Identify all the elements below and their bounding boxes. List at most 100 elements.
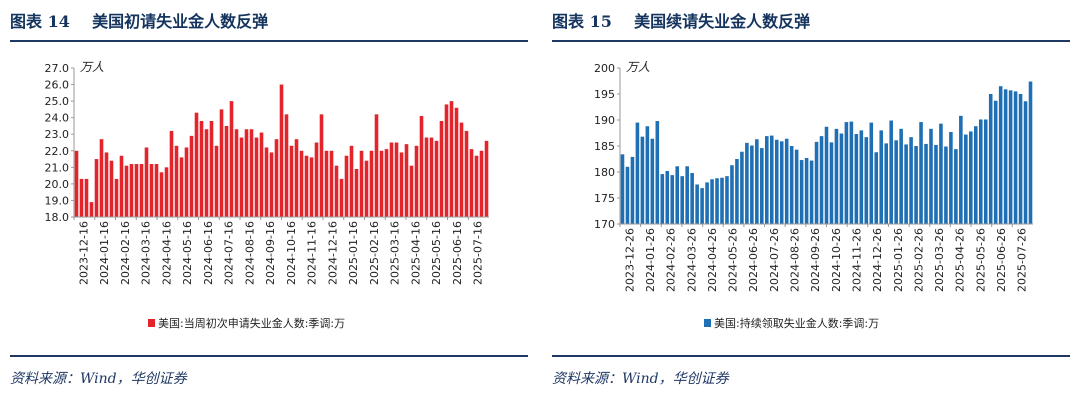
bar — [74, 150, 79, 217]
legend-swatch — [148, 319, 155, 327]
bar — [209, 120, 214, 217]
bar — [769, 135, 774, 224]
bar — [969, 131, 973, 224]
y-tick-label: 25.0 — [45, 95, 70, 108]
bar — [899, 128, 903, 224]
bar — [954, 149, 958, 224]
bar — [779, 141, 784, 224]
bar — [789, 146, 794, 224]
bar — [139, 164, 144, 217]
bar — [179, 157, 184, 217]
x-tick-label: 2024-06-26 — [747, 228, 760, 292]
bar — [1008, 90, 1013, 224]
bar — [720, 177, 724, 224]
bar — [79, 178, 84, 217]
bar — [354, 168, 359, 217]
bar — [690, 173, 694, 224]
bar — [374, 114, 379, 217]
bar — [839, 133, 844, 224]
bar — [109, 160, 114, 217]
bar — [869, 122, 874, 224]
x-tick-label: 2025-05-26 — [974, 228, 987, 292]
bar — [959, 115, 963, 224]
bar — [914, 146, 918, 224]
x-tick-label: 2024-01-26 — [644, 228, 657, 292]
x-tick-label: 2024-04-16 — [160, 221, 173, 285]
bar — [424, 137, 429, 217]
bar — [389, 142, 394, 217]
bar — [189, 135, 194, 217]
bar — [645, 126, 650, 224]
bar — [444, 104, 449, 217]
figure-title-text: 美国续请失业金人数反弹 — [634, 12, 811, 31]
bar — [829, 142, 834, 224]
x-tick-label: 2024-08-16 — [243, 221, 256, 285]
y-tick-label: 175 — [594, 192, 615, 205]
y-tick-label: 27.0 — [45, 62, 70, 75]
x-tick-label: 2025-02-26 — [912, 228, 925, 292]
bar — [309, 157, 314, 217]
figure-label: 图表 14 — [10, 12, 70, 31]
bar — [1018, 94, 1023, 224]
x-tick-label: 2024-10-16 — [285, 221, 298, 285]
bar — [993, 100, 998, 224]
bar — [1028, 81, 1033, 224]
bar — [884, 143, 889, 224]
bar — [834, 128, 839, 224]
bar — [199, 120, 204, 217]
bar — [254, 137, 259, 217]
source-note: 资料来源：Wind，华创证券 — [10, 371, 187, 387]
legend: 美国:持续领取失业金人数:季调:万 — [704, 316, 879, 330]
x-tick-label: 2024-08-26 — [789, 228, 802, 292]
bar — [104, 152, 109, 217]
bar — [249, 129, 254, 217]
x-tick-label: 2025-04-16 — [409, 221, 422, 285]
bar — [329, 150, 334, 217]
bar — [849, 121, 854, 224]
x-tick-label: 2024-12-16 — [326, 221, 339, 285]
bar — [764, 136, 769, 224]
bar — [364, 160, 369, 217]
bar — [124, 165, 129, 217]
bar — [660, 174, 665, 224]
bar — [434, 140, 439, 217]
bar — [129, 164, 134, 217]
bar — [874, 152, 879, 224]
bar — [144, 147, 149, 217]
x-tick-label: 2024-02-26 — [665, 228, 678, 292]
figure-title-text: 美国初请失业金人数反弹 — [92, 12, 269, 31]
bar — [359, 150, 364, 217]
bar — [680, 176, 684, 224]
bar — [1023, 101, 1028, 224]
bar — [794, 149, 799, 224]
bar — [799, 160, 804, 224]
bar — [164, 167, 169, 217]
bar — [740, 151, 744, 224]
bar — [854, 134, 859, 224]
x-tick-label: 2025-02-16 — [368, 221, 381, 285]
bar — [919, 122, 923, 224]
bar — [1013, 91, 1018, 225]
bar — [269, 152, 274, 217]
bar — [755, 139, 759, 224]
y-tick-label: 185 — [594, 140, 615, 153]
x-tick-label: 2024-05-16 — [181, 221, 194, 285]
bar — [695, 184, 699, 224]
bar — [404, 144, 409, 217]
bar — [184, 147, 189, 217]
bar — [379, 150, 384, 217]
bar — [685, 166, 689, 224]
bar — [314, 142, 319, 217]
bar — [94, 159, 99, 217]
bar — [204, 129, 209, 217]
bar — [259, 132, 264, 217]
x-tick-label: 2025-07-26 — [1016, 228, 1029, 292]
bar — [134, 164, 139, 217]
bar — [635, 122, 640, 224]
bar — [219, 109, 224, 217]
bar — [154, 164, 159, 217]
y-tick-label: 18.0 — [45, 211, 70, 224]
bar — [384, 149, 389, 217]
x-tick-label: 2025-04-26 — [954, 228, 967, 292]
x-tick-label: 2024-09-26 — [809, 228, 822, 292]
